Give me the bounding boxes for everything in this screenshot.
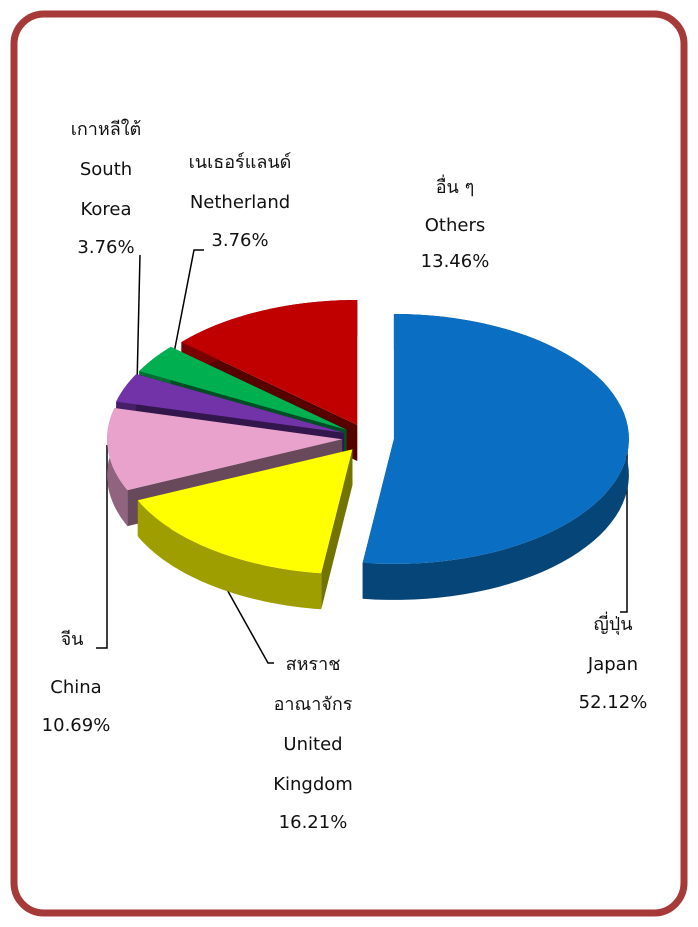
leader-line (136, 254, 141, 386)
leader-line (173, 249, 204, 354)
slice (139, 346, 347, 430)
category-label: ญี่ปุ่น (593, 611, 632, 635)
slice-side (137, 500, 322, 610)
leader-line (96, 445, 108, 649)
category-label: จีน (61, 629, 84, 650)
category-label: Others (425, 215, 486, 236)
category-label: Netherland (190, 192, 290, 213)
slice (116, 374, 344, 433)
category-label: Korea (80, 199, 131, 220)
value-label: 13.46% (421, 251, 490, 272)
value-label: 16.21% (279, 812, 348, 833)
category-label: Japan (587, 654, 638, 675)
value-label: 10.69% (42, 715, 111, 736)
category-label: อาณาจักร (274, 694, 353, 715)
category-label: United (283, 734, 342, 755)
slice (137, 449, 353, 574)
leader-line (214, 567, 274, 664)
value-label: 3.76% (77, 237, 134, 258)
slice (362, 314, 629, 564)
category-label: China (50, 677, 101, 698)
value-label: 3.76% (211, 230, 268, 251)
category-label: อื่น ๆ (436, 174, 475, 198)
category-label: เนเธอร์แลนด์ (189, 152, 292, 173)
leader-line (620, 440, 628, 613)
slice (181, 300, 358, 425)
category-label: เกาหลีใต้ (71, 118, 142, 140)
leader-lines (96, 249, 628, 664)
category-label: Kingdom (273, 774, 353, 795)
value-label: 52.12% (579, 692, 648, 713)
category-label: South (80, 159, 132, 180)
pie (107, 300, 629, 610)
slice (107, 408, 343, 491)
category-label: สหราช (286, 654, 341, 675)
slice-side (321, 449, 353, 610)
